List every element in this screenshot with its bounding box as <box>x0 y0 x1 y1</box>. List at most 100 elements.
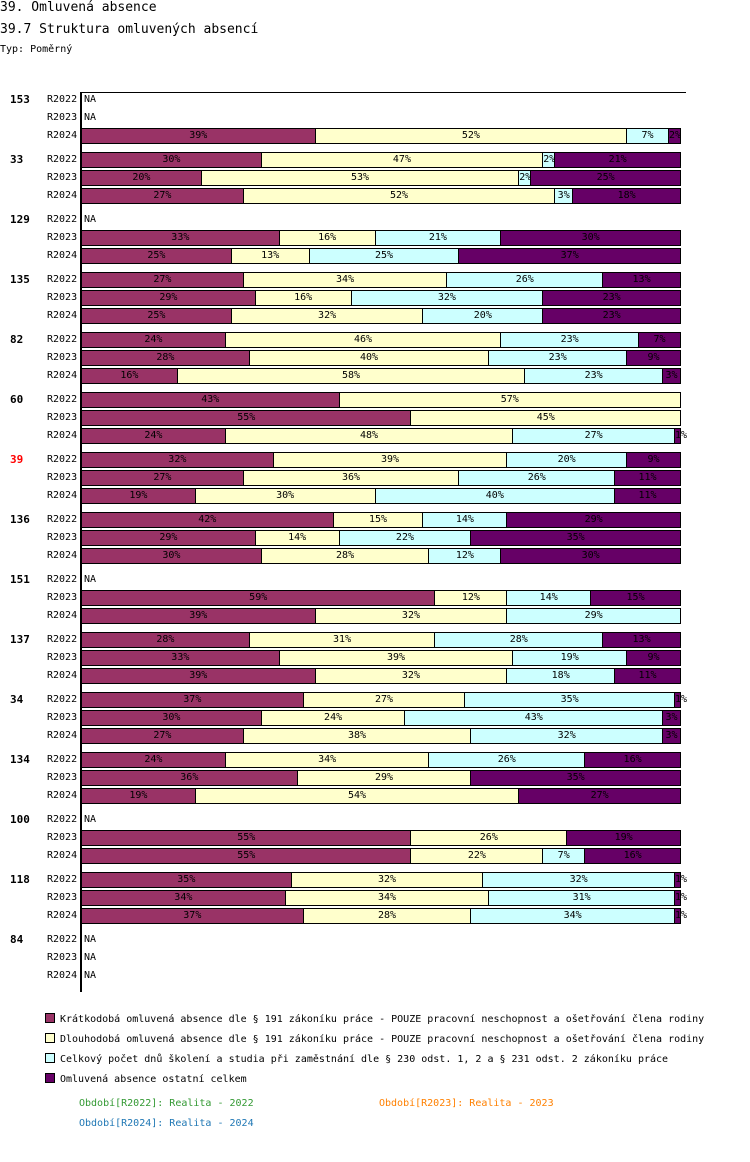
bar-segment: 14% <box>422 512 507 528</box>
period-label: R2023 <box>47 832 78 843</box>
bar-segment: 1% <box>674 428 687 444</box>
footnote-period: Období[R2022]: Realita - 2022 <box>79 1098 254 1109</box>
bar-segment: 55% <box>81 830 411 846</box>
period-label: R2024 <box>47 850 78 861</box>
period-label: R2022 <box>47 694 78 705</box>
bar-segment: 13% <box>602 632 681 648</box>
period-label: R2024 <box>47 610 78 621</box>
bar-segment: 19% <box>512 650 627 666</box>
bar-row: 16% 58% 23% 3% <box>81 368 681 384</box>
bar-segment: 32% <box>350 290 543 306</box>
bar-segment: 34% <box>284 890 489 906</box>
period-label: R2023 <box>47 232 78 243</box>
bar-segment: 22% <box>338 530 471 546</box>
bar-segment: 24% <box>81 428 225 444</box>
bar-segment: 11% <box>614 470 681 486</box>
period-label: R2022 <box>47 634 78 645</box>
period-label: R2024 <box>47 790 78 801</box>
bar-segment: 7% <box>626 128 669 144</box>
period-label: R2022 <box>47 394 78 405</box>
bar-segment: 3% <box>662 728 681 744</box>
bar-row: 30% 24% 43% 3% <box>81 710 681 726</box>
bar-segment: 45% <box>410 410 681 426</box>
bar-segment: 29% <box>81 530 255 546</box>
group-label: 134 <box>10 753 30 766</box>
bar-segment: 19% <box>81 788 195 804</box>
bar-segment: 28% <box>81 632 249 648</box>
period-label: R2022 <box>47 454 78 465</box>
bar-segment: 9% <box>626 452 681 468</box>
period-label: R2023 <box>47 592 78 603</box>
bar-row: 33% 39% 19% 9% <box>81 650 681 666</box>
bar-segment: 11% <box>614 488 681 504</box>
bar-segment: 46% <box>224 332 501 348</box>
bar-segment: 18% <box>506 668 615 684</box>
bar-segment: 27% <box>81 272 243 288</box>
bar-segment: 25% <box>81 308 231 324</box>
bar-segment: 29% <box>81 290 255 306</box>
bar-row: 27% 36% 26% 11% <box>81 470 681 486</box>
bar-segment: 55% <box>81 410 411 426</box>
bar-row: 55% 22% 7% 16% <box>81 848 682 864</box>
bar-segment: 23% <box>500 332 639 348</box>
bar-segment: 9% <box>626 350 681 366</box>
group-label: 34 <box>10 693 24 706</box>
bar-segment: 12% <box>428 548 501 564</box>
bar-segment: 32% <box>314 608 507 624</box>
bar-segment: 23% <box>488 350 627 366</box>
bar-segment: 33% <box>81 230 279 246</box>
bar-segment: 29% <box>506 512 681 528</box>
period-label: R2024 <box>47 310 78 321</box>
bar-row: 19% 30% 40% 11% <box>81 488 681 504</box>
group-label: 137 <box>10 633 30 646</box>
bar-segment: 15% <box>590 590 681 606</box>
bar-row: 39% 32% 18% 11% <box>81 668 681 684</box>
period-label: R2022 <box>47 874 78 885</box>
bar-segment: 37% <box>458 248 681 264</box>
footnote-period: Období[R2023]: Realita - 2023 <box>379 1098 554 1109</box>
bar-segment: 1% <box>674 890 687 906</box>
bar-segment: 24% <box>81 332 225 348</box>
bar-segment: 32% <box>230 308 423 324</box>
bar-segment: 16% <box>278 230 375 246</box>
bar-segment: 34% <box>470 908 674 924</box>
bar-segment: 21% <box>554 152 681 168</box>
legend-label: Dlouhodobá omluvená absence dle § 191 zá… <box>60 1034 705 1045</box>
bar-row: 20% 53% 2% 25% <box>81 170 681 186</box>
bar-row: 36% 29% 35% <box>81 770 681 786</box>
bar-segment: 32% <box>81 452 273 468</box>
period-label: R2022 <box>47 754 78 765</box>
group-label: 129 <box>10 213 30 226</box>
period-label: R2024 <box>47 250 78 261</box>
period-label: R2023 <box>47 112 78 123</box>
legend-item: Omluvená absence ostatní celkem <box>45 1073 247 1086</box>
bar-row: 19% 54% 27% <box>81 788 681 804</box>
bar-segment: 29% <box>506 608 681 624</box>
bar-segment: 16% <box>254 290 351 306</box>
bar-segment: 3% <box>554 188 573 204</box>
period-label: R2023 <box>47 292 78 303</box>
bar-row: 29% 14% 22% 35% <box>81 530 681 546</box>
period-label: R2024 <box>47 550 78 561</box>
bar-row: 33% 16% 21% 30% <box>81 230 682 246</box>
bar-segment: 27% <box>512 428 675 444</box>
period-label: R2024 <box>47 490 78 501</box>
bar-row: 27% 52% 3% 18% <box>81 188 682 204</box>
period-label: R2023 <box>47 652 78 663</box>
bar-segment: 26% <box>410 830 567 846</box>
bar-segment: 53% <box>200 170 519 186</box>
legend-item: Krátkodobá omluvená absence dle § 191 zá… <box>45 1013 704 1026</box>
bar-segment: 25% <box>530 170 681 186</box>
bar-segment: 27% <box>81 188 243 204</box>
bar-segment: 31% <box>488 890 674 906</box>
legend-swatch-icon <box>45 1033 55 1043</box>
bar-segment: 36% <box>242 470 459 486</box>
bar-segment: 19% <box>81 488 195 504</box>
bar-segment: 38% <box>242 728 471 744</box>
bar-row: 55% 26% 19% <box>81 830 681 846</box>
bar-row: 25% 13% 25% 37% <box>81 248 681 264</box>
na-label: NA <box>84 814 97 825</box>
bar-segment: 43% <box>404 710 663 726</box>
bar-row: 43% 57% <box>81 392 681 408</box>
bar-segment: 9% <box>626 650 681 666</box>
